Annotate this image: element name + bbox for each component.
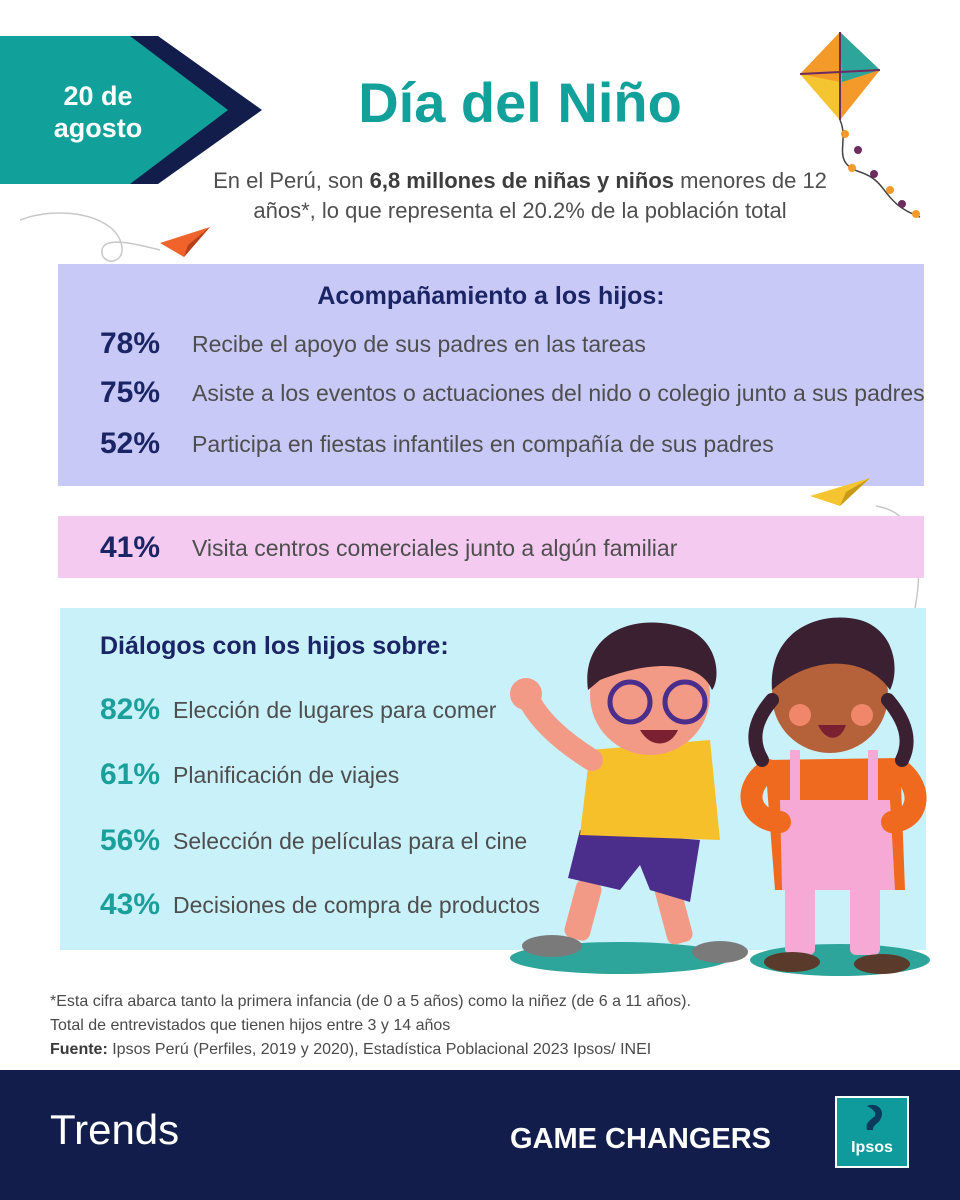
acompanamiento-panel <box>58 264 924 486</box>
subtitle-bold: 6,8 millones de niñas y niños <box>369 168 675 193</box>
acompanamiento-pct-1: 78% <box>100 327 161 360</box>
date-ribbon <box>0 36 262 184</box>
footnote-2: Total de entrevistados que tienen hijos … <box>50 1017 451 1034</box>
subtitle-part-2: menores de 12 años*, lo que representa e… <box>253 168 827 223</box>
trends-label: Trends <box>50 1106 180 1153</box>
dialogos-pct-3: 56% <box>100 824 161 857</box>
acompanamiento-pct-3: 52% <box>100 427 161 460</box>
acompanamiento-text-3: Participa en fiestas infantiles en compa… <box>192 431 774 457</box>
dialogos-pct-1: 82% <box>100 693 161 726</box>
visita-pct: 41% <box>100 531 161 564</box>
date-line-2: agosto <box>53 113 143 143</box>
source-label: Fuente: <box>50 1041 108 1058</box>
children-illustration <box>510 617 930 976</box>
paper-plane-icon <box>20 212 210 262</box>
kite-icon <box>799 32 921 218</box>
footnote-1: *Esta cifra abarca tanto la primera infa… <box>50 993 691 1010</box>
dialogos-text-4: Decisiones de compra de productos <box>173 892 540 918</box>
dialogos-pct-2: 61% <box>100 758 161 791</box>
acompanamiento-text-2: Asiste a los eventos o actuaciones del n… <box>192 380 925 406</box>
subtitle-part-1: En el Perú, son <box>213 168 370 193</box>
source-text: Ipsos Perú (Perfiles, 2019 y 2020), Esta… <box>107 1041 652 1058</box>
dialogos-text-3: Selección de películas para el cine <box>173 828 528 854</box>
dialogos-title: Diálogos con los hijos sobre: <box>100 632 449 660</box>
ipsos-logo-text: Ipsos <box>851 1139 893 1156</box>
dialogos-text-1: Elección de lugares para comer <box>173 697 497 723</box>
acompanamiento-text-1: Recibe el apoyo de sus padres en las tar… <box>192 331 646 357</box>
footer-bar <box>0 1070 960 1200</box>
page-title: Día del Niño <box>358 71 682 134</box>
visita-text: Visita centros comerciales junto a algún… <box>192 535 678 561</box>
dialogos-pct-4: 43% <box>100 888 161 921</box>
ipsos-logo-icon <box>835 1096 909 1168</box>
acompanamiento-title: Acompañamiento a los hijos: <box>317 282 665 310</box>
date-label: 20 de agosto <box>28 80 168 144</box>
game-changers-label: GAME CHANGERS <box>510 1123 772 1155</box>
acompanamiento-pct-2: 75% <box>100 376 161 409</box>
subtitle: En el Perú, son 6,8 millones de niñas y … <box>200 166 840 226</box>
dialogos-text-2: Planificación de viajes <box>173 762 400 788</box>
date-line-1: 20 de <box>63 81 133 111</box>
source-line: Fuente: Ipsos Perú (Perfiles, 2019 y 202… <box>50 1039 651 1061</box>
visita-panel <box>58 516 924 578</box>
